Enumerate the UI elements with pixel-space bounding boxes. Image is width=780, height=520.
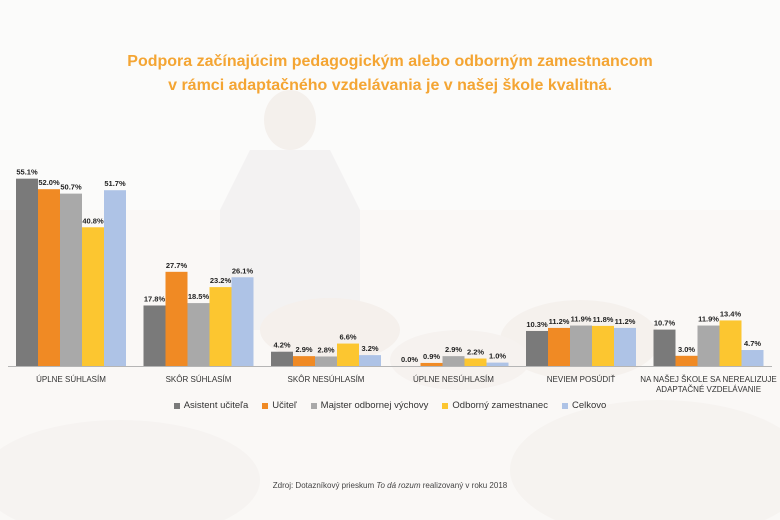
legend-label: Majster odbornej výchovy <box>320 400 429 411</box>
data-label: 18.5% <box>188 292 210 301</box>
source-note: Zdroj: Dotazníkový prieskum To dá rozum … <box>0 481 780 490</box>
bar <box>359 355 381 366</box>
data-label: 1.0% <box>489 352 506 361</box>
source-survey-name: To dá rozum <box>376 481 421 490</box>
data-label: 50.7% <box>60 183 82 192</box>
legend-swatch <box>262 402 269 409</box>
legend-swatch <box>173 402 180 409</box>
legend-label: Odborný zamestnanec <box>452 400 548 411</box>
chart-title-line-1: Podpora začínajúcim pedagogickým alebo o… <box>127 53 653 70</box>
bar <box>719 320 742 366</box>
data-label: 3.0% <box>678 345 695 354</box>
bar <box>697 325 720 366</box>
data-label: 23.2% <box>210 276 232 285</box>
x-tick-label: NEVIEM POSÚDIŤ <box>547 375 616 384</box>
data-label: 26.1% <box>232 266 254 275</box>
bar <box>486 362 509 366</box>
bar <box>38 189 60 366</box>
bar <box>675 355 698 366</box>
data-label: 3.2% <box>361 344 378 353</box>
bar <box>442 356 465 366</box>
x-tick-label: NA NAŠEJ ŠKOLE SA NEREALIZUJE <box>640 375 777 384</box>
bar <box>16 178 38 366</box>
bar <box>165 271 188 366</box>
data-label: 17.8% <box>144 294 166 303</box>
legend-item: Učiteľ <box>262 400 297 411</box>
bar <box>231 277 254 366</box>
bar <box>104 190 126 366</box>
data-label: 10.7% <box>654 319 676 328</box>
data-label: 2.9% <box>295 345 312 354</box>
data-label: 4.2% <box>273 341 290 350</box>
data-label: 2.9% <box>445 345 462 354</box>
legend-item: Celkovo <box>561 400 607 411</box>
source-suffix: realizovaný v roku 2018 <box>420 481 508 490</box>
bar <box>614 327 636 366</box>
legend-label: Celkovo <box>571 400 607 411</box>
data-label: 0.9% <box>423 352 440 361</box>
bar <box>82 227 104 366</box>
legend-item: Majster odbornej výchovy <box>310 400 429 411</box>
data-label: 40.8% <box>82 216 104 225</box>
bar <box>187 303 210 366</box>
legend-item: Odborný zamestnanec <box>442 400 548 411</box>
data-label: 2.8% <box>317 345 334 354</box>
data-label: 11.2% <box>615 317 636 326</box>
bar <box>293 356 315 366</box>
bar <box>60 193 82 366</box>
x-tick-label: SKÔR SÚHLASÍM <box>166 375 232 384</box>
bar <box>337 343 359 366</box>
data-label: 11.8% <box>593 315 614 324</box>
data-label: 52.0% <box>38 178 60 187</box>
data-label: 0.0% <box>401 355 418 364</box>
chart-legend: Asistent učiteľa Učiteľ Majster odbornej v… <box>0 400 780 411</box>
data-label: 11.9% <box>571 315 592 324</box>
x-tick-label: SKÔR NESÚHLASÍM <box>288 375 365 384</box>
bar <box>315 356 337 366</box>
x-tick-label: ADAPTAČNÉ VZDELÁVANIE <box>656 385 761 394</box>
data-label: 4.7% <box>744 339 761 348</box>
data-label: 2.2% <box>467 348 484 357</box>
data-label: 13.4% <box>720 309 742 318</box>
bar <box>143 305 166 366</box>
legend-swatch <box>442 402 449 409</box>
bar <box>420 362 443 366</box>
bar <box>548 327 570 366</box>
legend-swatch <box>310 402 317 409</box>
bar <box>464 358 487 366</box>
legend-label: Učiteľ <box>272 400 297 411</box>
data-label: 27.7% <box>166 261 188 270</box>
bar <box>592 325 614 366</box>
data-label: 10.3% <box>526 320 548 329</box>
x-tick-label: ÚPLNE NESÚHLASÍM <box>413 375 494 384</box>
data-label: 51.7% <box>104 179 126 188</box>
legend-label: Asistent učiteľa <box>183 400 249 411</box>
source-prefix: Zdroj: Dotazníkový prieskum <box>272 481 377 490</box>
bar <box>209 287 232 366</box>
bar <box>271 351 293 366</box>
chart-title: Podpora začínajúcim pedagogickým alebo o… <box>60 50 720 98</box>
legend-swatch <box>561 402 568 409</box>
data-label: 11.2% <box>549 317 570 326</box>
x-tick-label: ÚPLNE SÚHLASÍM <box>36 375 106 384</box>
bar <box>570 325 592 366</box>
bar <box>526 330 548 366</box>
data-label: 55.1% <box>16 168 38 177</box>
data-label: 6.6% <box>339 333 356 342</box>
legend-item: Asistent učiteľa <box>173 400 249 411</box>
bar <box>741 350 764 366</box>
bar <box>653 329 676 366</box>
chart-title-line-2: v rámci adaptačného vzdelávania je v naš… <box>168 77 612 94</box>
data-label: 11.9% <box>698 315 719 324</box>
